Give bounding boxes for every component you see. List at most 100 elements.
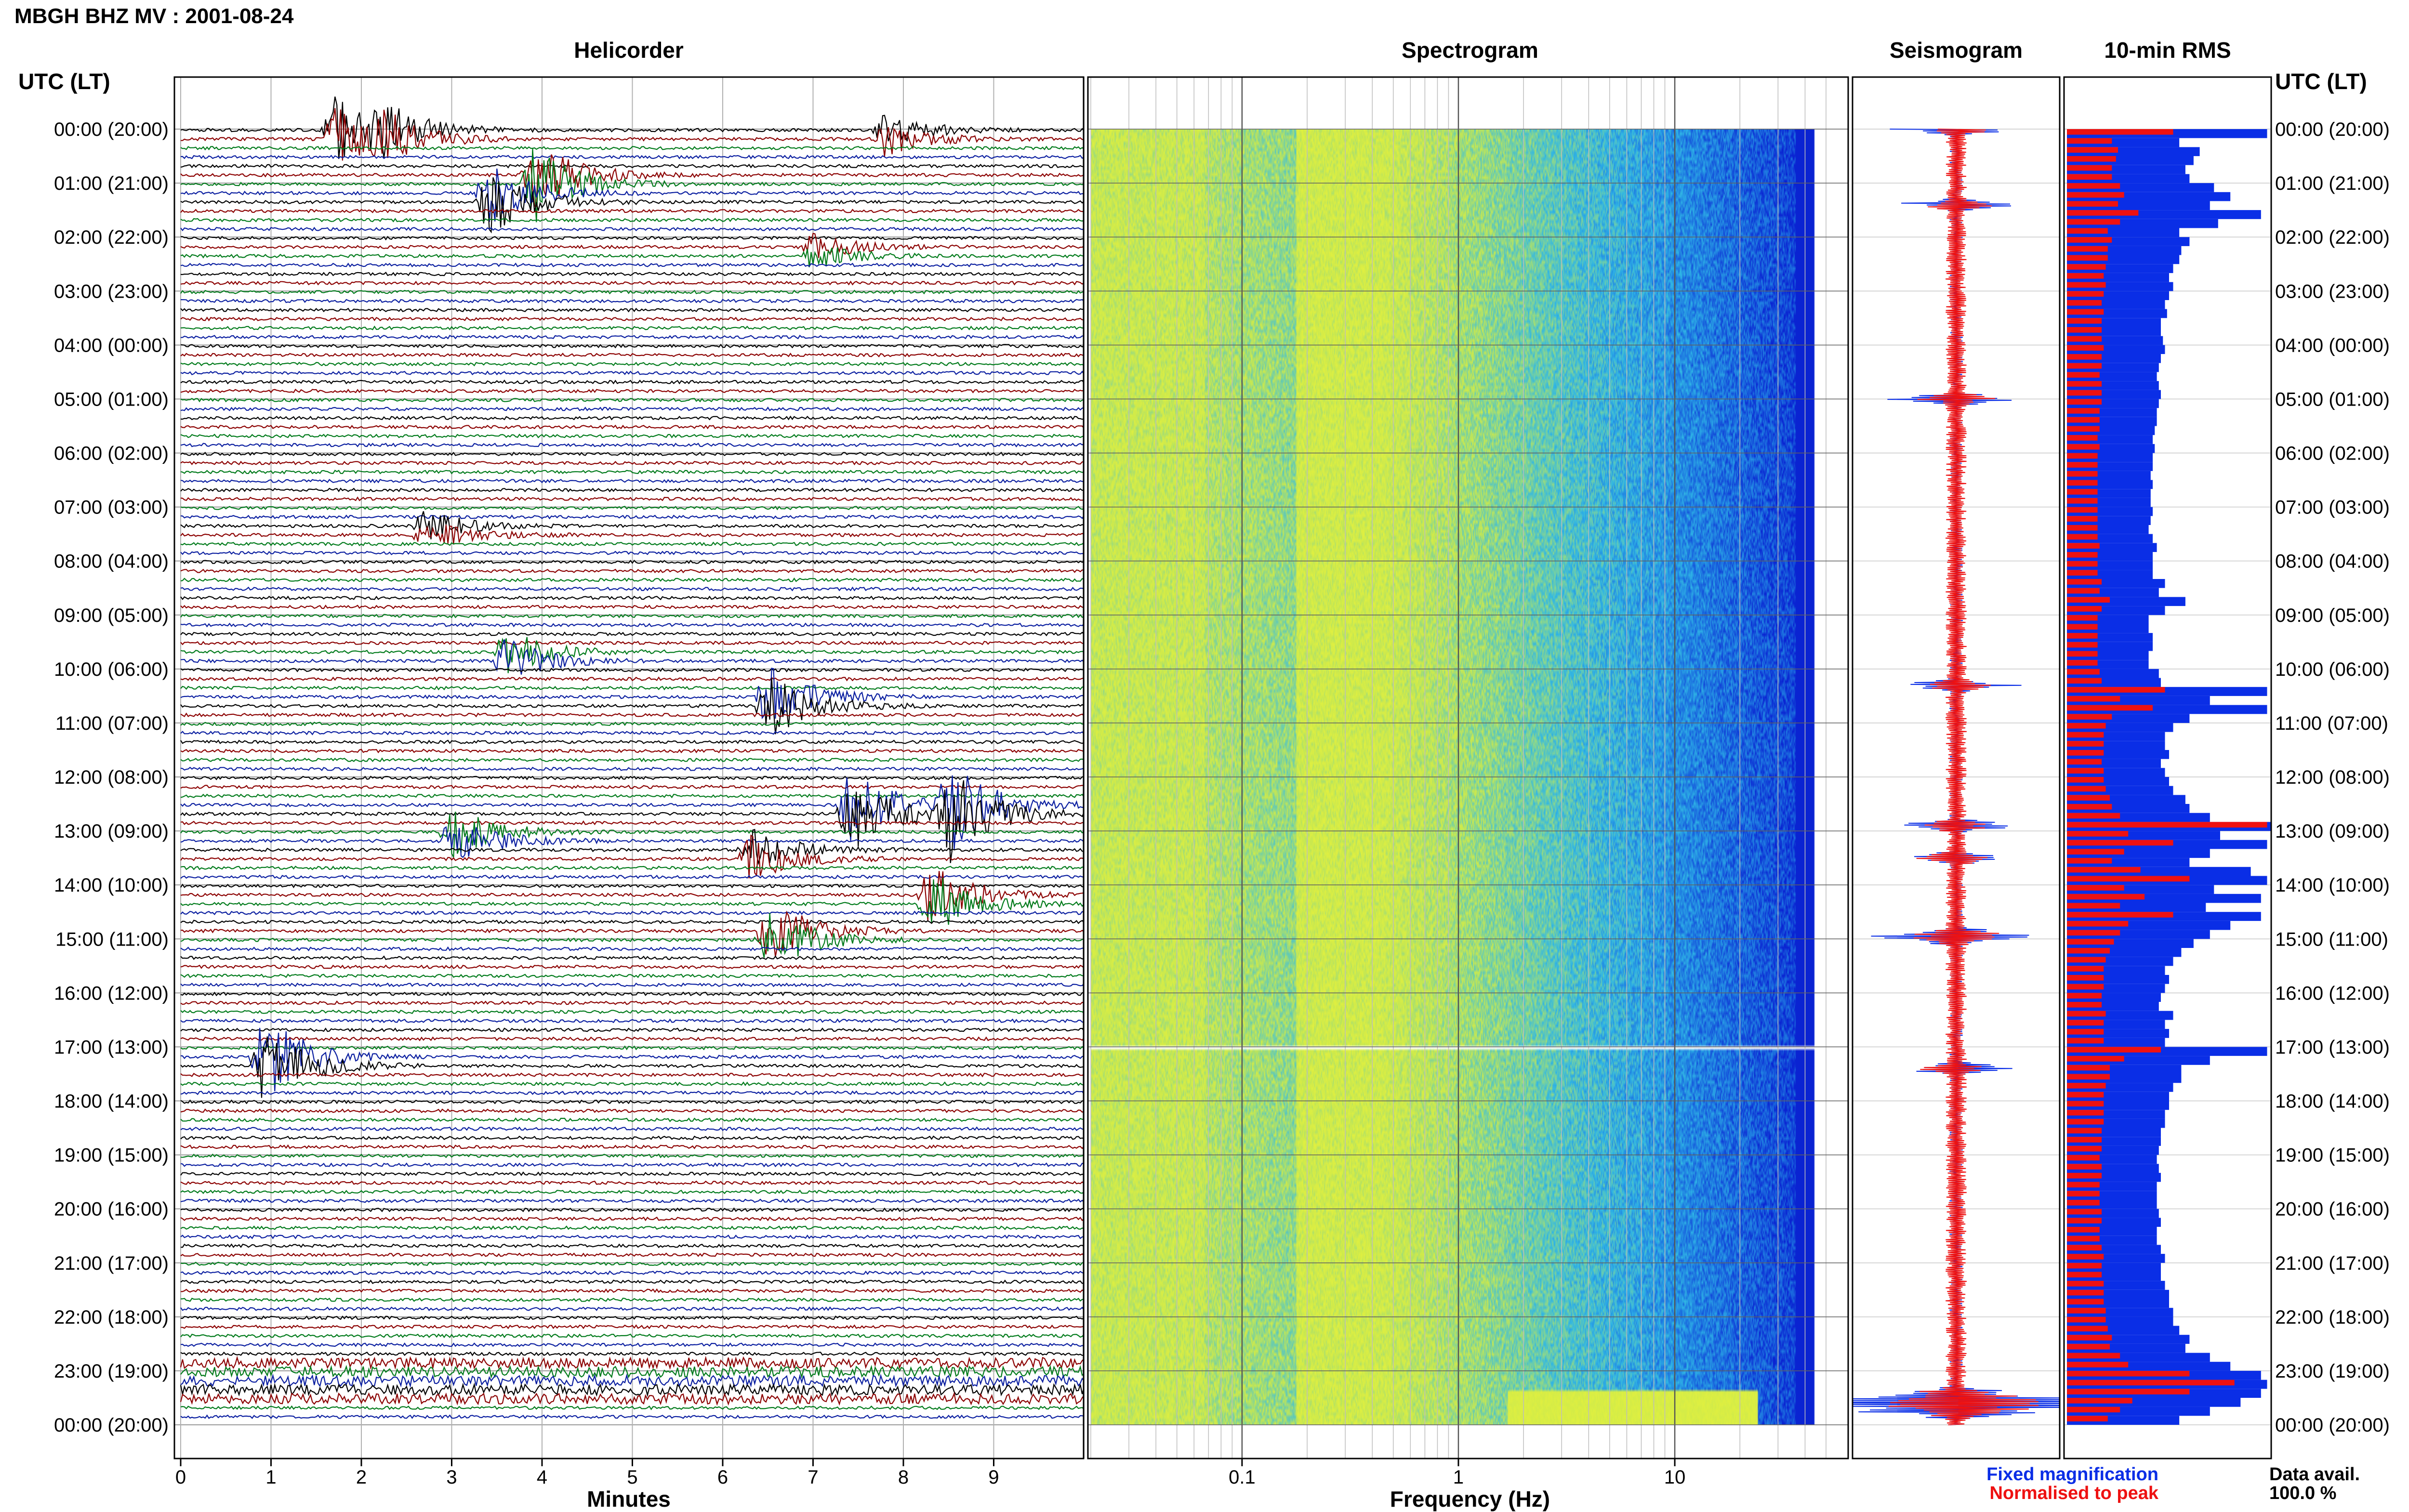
rms-bar-normalised (2067, 651, 2098, 657)
rms-bar-normalised (2067, 282, 2106, 288)
rms-bar-normalised (2067, 264, 2106, 270)
spectrogram-xlabel: Frequency (Hz) (1390, 1486, 1550, 1512)
helicorder-tick-label: 8 (898, 1467, 909, 1488)
helicorder-row-trace (180, 946, 1084, 951)
time-label-right: 14:00 (10:00) (2275, 875, 2390, 896)
helicorder-row-trace (180, 379, 1084, 385)
helicorder-row-trace (180, 874, 1084, 880)
time-label-left: 06:00 (02:00) (54, 443, 169, 464)
rms-bar-normalised (2067, 669, 2100, 675)
helicorder-row-trace (180, 712, 1084, 718)
rms-bar-normalised (2067, 1254, 2104, 1260)
helicorder-traces (180, 96, 1084, 1420)
helicorder-row-trace (180, 460, 1084, 466)
time-labels: 00:00 (20:00) 00:00 (20:00) 01:00 (21:00) 0… (54, 119, 2390, 1436)
rms-bar-normalised (2067, 1308, 2106, 1314)
rms-bar-normalised (2067, 1047, 2161, 1052)
rms-bar-normalised (2067, 480, 2098, 486)
rms-bar-normalised (2067, 309, 2104, 315)
rms-bar-normalised (2067, 687, 2165, 693)
helicorder-row-trace (180, 424, 1084, 430)
rms-bar-normalised (2067, 363, 2102, 369)
helicorder-row-trace (180, 834, 1084, 879)
rms-bar-normalised (2067, 273, 2104, 279)
helicorder-row-trace (180, 407, 1084, 412)
helicorder-row-trace (180, 1225, 1084, 1231)
rms-bar-normalised (2067, 903, 2120, 909)
rms-bar-normalised (2067, 1272, 2102, 1277)
rms-bar-normalised (2067, 1182, 2100, 1188)
time-label-left: 01:00 (21:00) (54, 173, 169, 194)
helicorder-row-trace (180, 1306, 1084, 1312)
helicorder-row-trace (180, 1207, 1084, 1212)
helicorder-row-trace (180, 148, 1084, 223)
helicorder-row-trace (180, 388, 1084, 394)
rms-bar-normalised (2067, 1155, 2100, 1161)
rms-bar-normalised (2067, 1020, 2104, 1026)
axis-ticks: 0 1 2 3 4 5 6 7 8 9 0.1 1 10 (175, 1459, 1685, 1488)
rms-bar-normalised (2067, 300, 2102, 306)
rms-bar-normalised (2067, 1101, 2104, 1107)
time-label-right: 23:00 (19:00) (2275, 1361, 2390, 1382)
helicorder-row-trace (180, 826, 1084, 858)
rms-bar-normalised (2067, 1335, 2112, 1341)
rms-bar-normalised (2067, 210, 2139, 216)
rms-bar-normalised (2067, 1407, 2120, 1413)
helicorder-row-trace (180, 678, 1084, 735)
time-label-left: 23:00 (19:00) (54, 1361, 169, 1382)
helicorder-row-trace (180, 820, 1084, 826)
rms-bar-normalised (2067, 822, 2267, 828)
rms-bar-normalised (2067, 147, 2118, 153)
time-label-right: 10:00 (06:00) (2275, 659, 2390, 680)
helicorder-row-trace (180, 1144, 1084, 1149)
time-label-left: 00:00 (20:00) (54, 1415, 169, 1436)
rms-bar-normalised (2067, 876, 2190, 882)
rms-bar-normalised (2067, 498, 2098, 504)
helicorder-row-trace (180, 784, 1084, 789)
rms-bar-normalised (2067, 966, 2104, 972)
helicorder-row-trace (180, 163, 1084, 169)
rms-bar-normalised (2067, 696, 2120, 702)
rms-bar-normalised (2067, 993, 2102, 999)
helicorder-row-trace (180, 1234, 1084, 1239)
rms-bar-normalised (2067, 1191, 2100, 1196)
rms-bar-normalised (2067, 174, 2112, 180)
rms-bar-normalised (2067, 1002, 2102, 1008)
helicorder-row-trace (180, 487, 1084, 493)
rms-bar-normalised (2067, 894, 2145, 900)
helicorder-row-trace (180, 1126, 1084, 1131)
helicorder-row-trace (180, 964, 1084, 970)
time-label-left: 09:00 (05:00) (54, 605, 169, 626)
rms-bar-normalised (2067, 786, 2106, 792)
time-label-left: 16:00 (12:00) (54, 983, 169, 1004)
rms-bar-normalised (2067, 597, 2110, 603)
helicorder-row-trace (180, 1288, 1084, 1293)
time-label-right: 02:00 (22:00) (2275, 227, 2390, 248)
helicorder-row-trace (180, 865, 1084, 870)
helicorder-tick-label: 5 (627, 1467, 637, 1488)
helicorder-row-trace (180, 263, 1084, 268)
helicorder-row-trace (180, 289, 1084, 295)
helicorder-row-trace (181, 299, 1084, 303)
helicorder-row-trace (180, 1027, 1084, 1032)
helicorder-tick-label: 6 (717, 1467, 728, 1488)
rms-bar-normalised (2067, 1245, 2102, 1250)
helicorder-row-trace (180, 415, 1084, 421)
rms-bar-normalised (2067, 336, 2102, 342)
time-label-right: 06:00 (02:00) (2275, 443, 2390, 464)
helicorder-row-trace (180, 828, 1084, 866)
time-label-right: 21:00 (17:00) (2275, 1253, 2390, 1274)
helicorder-row-trace (180, 955, 1084, 960)
station-title: MBGH BHZ MV : 2001-08-24 (14, 4, 294, 28)
rms-bar-normalised (2067, 642, 2098, 648)
helicorder-row-trace (180, 1018, 1084, 1024)
rms-bar-normalised (2067, 201, 2118, 207)
rms-bar-normalised (2067, 1380, 2235, 1386)
spectrogram-frame (1087, 76, 1849, 1459)
rms-bar-normalised (2067, 1316, 2106, 1323)
time-label-right: 16:00 (12:00) (2275, 983, 2390, 1004)
rms-bar-normalised (2067, 129, 2173, 135)
helicorder-row-trace (180, 631, 1084, 637)
rms-bar-normalised (2067, 246, 2108, 252)
